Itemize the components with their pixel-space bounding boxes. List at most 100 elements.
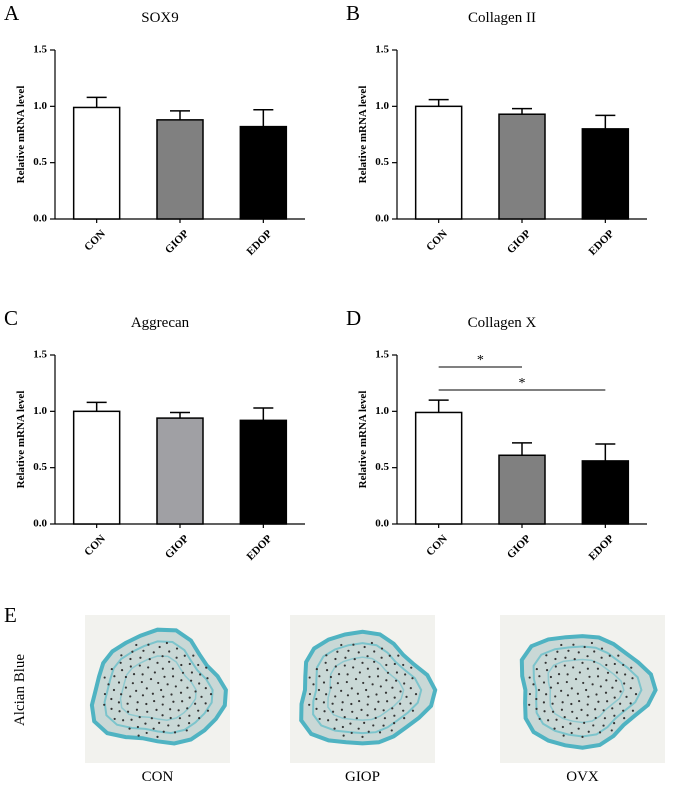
cell-dot: [587, 695, 590, 698]
cell-dot: [122, 719, 125, 722]
y-tick-label: 1.0: [33, 405, 47, 417]
cell-dot: [341, 725, 344, 729]
cell-dot: [549, 686, 553, 689]
cell-dot: [324, 661, 327, 664]
cell-dot: [402, 709, 405, 712]
cell-dot: [586, 667, 589, 670]
cell-dot: [174, 685, 177, 688]
cell-dot: [551, 702, 554, 705]
y-tick-label: 0.5: [33, 461, 47, 473]
cell-dot: [171, 667, 175, 670]
y-tick-label: 1.5: [375, 44, 389, 56]
cell-dot: [167, 724, 170, 727]
cell-dot: [166, 683, 169, 686]
cell-dot: [141, 694, 145, 697]
cell-dot: [150, 717, 153, 720]
cell-dot: [340, 708, 344, 711]
cell-dot: [570, 687, 573, 690]
cell-dot: [374, 708, 377, 711]
cell-dot: [613, 722, 616, 725]
cell-dot: [592, 724, 595, 727]
cell-dot: [385, 663, 388, 667]
cell-dot: [188, 696, 191, 699]
cell-dot: [554, 657, 557, 661]
cell-dot: [329, 686, 333, 689]
cell-dot: [327, 719, 330, 722]
cell-dot: [366, 667, 369, 670]
significance-label: *: [477, 353, 484, 368]
cell-dot: [365, 688, 368, 692]
cell-dot: [344, 656, 347, 659]
cell-dot: [117, 701, 121, 704]
cell-dot: [361, 735, 364, 738]
cell-dot: [120, 654, 123, 657]
cell-dot: [138, 716, 141, 719]
cell-dot: [194, 702, 197, 705]
cell-dot: [583, 645, 586, 649]
cell-dot: [599, 685, 602, 688]
cell-dot: [629, 687, 632, 690]
tissue-section: [327, 656, 405, 721]
cell-dot: [360, 708, 363, 711]
cell-dot: [578, 671, 581, 674]
cell-dot: [591, 683, 594, 686]
cell-dot: [549, 675, 553, 679]
cell-dot: [350, 731, 353, 735]
cell-dot: [169, 708, 172, 711]
x-tick-label: GIOP: [163, 533, 192, 562]
cell-dot: [615, 679, 618, 682]
cell-dot: [333, 727, 336, 730]
panel-label: C: [4, 306, 18, 330]
cell-dot: [564, 656, 567, 659]
cell-dot: [173, 731, 177, 734]
cell-dot: [366, 714, 369, 717]
cell-dot: [543, 710, 546, 713]
cell-dot: [622, 663, 625, 667]
cell-dot: [343, 664, 346, 667]
cell-dot: [391, 686, 394, 689]
cell-dot: [138, 664, 141, 667]
cell-dot: [180, 663, 183, 667]
cell-dot: [322, 681, 326, 684]
tissue-section: [547, 658, 625, 724]
cell-dot: [368, 675, 371, 678]
tissue-section: [312, 642, 423, 735]
cell-dot: [374, 716, 377, 720]
cell-dot: [308, 703, 311, 706]
cell-dot: [145, 731, 148, 735]
cell-dot: [399, 702, 402, 705]
image-label: OVX: [566, 769, 599, 785]
cell-dot: [312, 683, 315, 686]
cell-dot: [185, 729, 188, 732]
cell-dot: [120, 669, 124, 672]
cell-dot: [352, 666, 355, 669]
y-tick-label: 1.5: [375, 349, 389, 361]
cell-dot: [619, 702, 622, 705]
cell-dot: [336, 650, 339, 653]
cell-dot: [351, 710, 354, 713]
cell-dot: [556, 682, 559, 685]
cell-dot: [634, 693, 638, 696]
cell-dot: [362, 681, 365, 685]
cell-dot: [188, 662, 191, 666]
cell-dot: [205, 666, 208, 669]
cell-dot: [557, 673, 561, 676]
cell-dot: [572, 666, 575, 669]
bar: [414, 411, 463, 525]
cell-dot: [325, 654, 328, 657]
cell-dot: [538, 717, 541, 721]
cell-dot: [615, 671, 619, 674]
cell-dot: [373, 650, 376, 653]
cell-dot: [183, 654, 186, 657]
bar: [156, 417, 204, 525]
cell-dot: [188, 714, 191, 717]
y-tick-label: 1.0: [33, 100, 47, 112]
cell-dot: [137, 734, 140, 737]
cell-dot: [118, 710, 121, 713]
cell-dot: [181, 700, 184, 703]
cell-dot: [528, 703, 531, 706]
y-tick-label: 0.0: [375, 518, 389, 530]
cell-dot: [358, 671, 361, 674]
y-tick-label: 1.5: [33, 349, 47, 361]
cell-dot: [204, 687, 207, 690]
